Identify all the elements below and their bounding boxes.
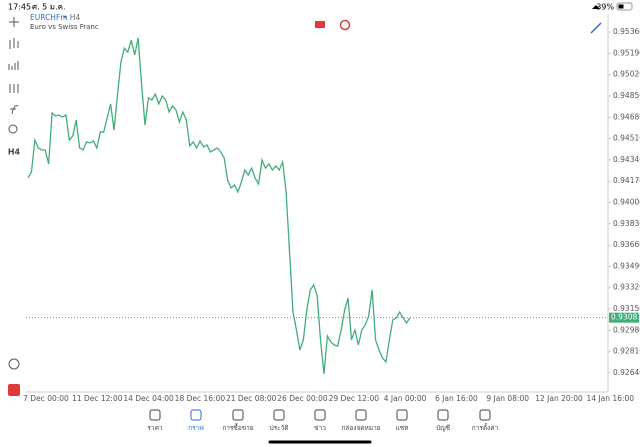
tab-label[interactable]: ราคา — [147, 424, 162, 432]
settings-tool[interactable] — [9, 84, 19, 93]
x-tick-label: 14 Jan 16:00 — [587, 394, 635, 403]
draw-tool[interactable] — [590, 22, 602, 34]
timeframe: • H4 — [63, 13, 80, 22]
tab-label[interactable]: แชท — [396, 424, 409, 432]
tab-icon[interactable] — [232, 409, 244, 421]
flag-eur — [315, 21, 325, 28]
description: Euro vs Swiss Franc — [30, 23, 99, 31]
tab-icon[interactable] — [479, 409, 491, 421]
x-tick-label: 26 Dec 00:00 — [277, 394, 328, 403]
battery-level — [618, 4, 624, 9]
crosshair-tool[interactable] — [9, 17, 19, 27]
status-battery: 39% — [596, 3, 614, 12]
status-time: 17:45 — [8, 3, 31, 12]
function-tool[interactable] — [10, 105, 19, 115]
tab-label[interactable]: ประวัติ — [270, 424, 289, 432]
tab-icon[interactable] — [273, 409, 285, 421]
x-tick-label: 11 Dec 12:00 — [72, 394, 123, 403]
x-tick-label: 18 Dec 16:00 — [175, 394, 226, 403]
x-tick-label: 9 Jan 08:00 — [486, 394, 529, 403]
current-price-box — [609, 312, 639, 323]
indicator-tool[interactable] — [8, 61, 19, 70]
tab-label[interactable]: ข่าว — [314, 424, 326, 432]
tab-icon[interactable] — [437, 409, 449, 421]
tab-icon[interactable] — [149, 409, 161, 421]
price-line — [27, 37, 411, 375]
status-date: ศ. 5 ม.ค. — [32, 3, 66, 12]
x-tick-label: 29 Dec 12:00 — [329, 394, 380, 403]
symbol: EURCHFm — [30, 13, 68, 22]
x-tick-label: 7 Dec 00:00 — [23, 394, 69, 403]
tab-label[interactable]: การตั้งค่า — [472, 423, 499, 432]
x-tick-label: 21 Dec 08:00 — [226, 394, 277, 403]
timeframe-button[interactable]: H4 — [8, 148, 21, 157]
tab-icon[interactable] — [396, 409, 408, 421]
tab-label[interactable]: กล่องจดหมาย — [341, 424, 380, 432]
x-tick-label: 6 Jan 16:00 — [435, 394, 478, 403]
tab-label[interactable]: กราฟ — [188, 424, 204, 432]
tab-icon[interactable] — [314, 409, 326, 421]
tab-icon[interactable] — [355, 409, 367, 421]
left-toolbar — [8, 17, 20, 370]
battery-icon — [616, 2, 633, 11]
tab-icon[interactable] — [190, 409, 202, 421]
current-price-label: 0.93081 — [611, 313, 640, 322]
flag-chf — [339, 19, 351, 31]
tab-label[interactable]: การซื้อขาย — [222, 423, 253, 432]
y-tick-label: 0.92640 — [613, 368, 640, 377]
wifi-icon — [592, 5, 600, 9]
trade-button[interactable] — [8, 384, 20, 396]
zoom-tool[interactable] — [8, 358, 20, 370]
objects-tool[interactable] — [8, 124, 18, 134]
x-tick-label: 4 Jan 00:00 — [384, 394, 427, 403]
x-tick-label: 14 Dec 04:00 — [123, 394, 174, 403]
x-tick-label: 12 Jan 20:00 — [535, 394, 583, 403]
tab-label[interactable]: บัญชี — [436, 424, 451, 432]
chart-type-tool[interactable] — [9, 38, 19, 49]
